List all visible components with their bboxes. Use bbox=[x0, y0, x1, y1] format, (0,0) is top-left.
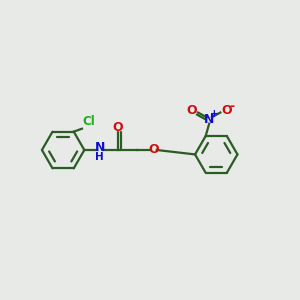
Text: H: H bbox=[95, 152, 104, 162]
Text: +: + bbox=[210, 109, 219, 119]
Text: N: N bbox=[204, 113, 214, 126]
Text: O: O bbox=[187, 104, 197, 117]
Text: O: O bbox=[112, 121, 123, 134]
Text: -: - bbox=[230, 100, 235, 113]
Text: Cl: Cl bbox=[82, 115, 95, 128]
Text: O: O bbox=[148, 143, 159, 157]
Text: N: N bbox=[94, 141, 105, 154]
Text: O: O bbox=[221, 104, 232, 117]
